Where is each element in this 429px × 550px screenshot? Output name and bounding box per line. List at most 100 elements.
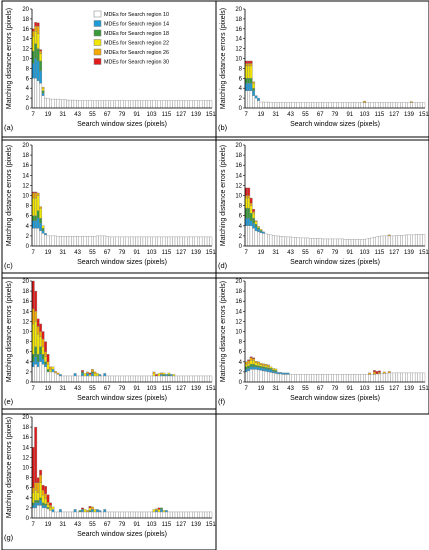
bar-segment — [382, 235, 386, 247]
x-tick-label: 7 — [32, 112, 36, 118]
bar-segment — [34, 290, 38, 312]
bar-segment — [91, 509, 94, 513]
bar-segment — [377, 370, 381, 373]
bar-segment — [123, 511, 126, 519]
x-tick-label: 91 — [133, 386, 140, 392]
bar-segment — [269, 372, 273, 383]
bar-segment — [81, 371, 84, 374]
bar-segment — [58, 99, 62, 109]
bar-segment — [88, 375, 92, 383]
y-tick-label: 8 — [26, 204, 30, 210]
bar-segment — [340, 238, 344, 247]
y-tick-label: 14 — [235, 173, 242, 179]
bar-segment — [36, 318, 40, 327]
bar-segment — [348, 239, 352, 247]
bar-segment — [36, 218, 40, 229]
x-tick-label: 79 — [119, 250, 126, 256]
bar-segment — [147, 511, 151, 519]
x-tick-label: 31 — [272, 112, 279, 118]
y-tick-label: 18 — [22, 289, 29, 295]
bar-segment — [169, 511, 173, 519]
x-tick-label: 67 — [104, 386, 111, 392]
bar-segment — [187, 511, 190, 519]
bar-segment — [66, 236, 70, 247]
y-tick-label: 10 — [22, 57, 29, 63]
bar-segment — [162, 510, 166, 513]
bar-segment — [160, 374, 163, 377]
bar-segment — [267, 367, 270, 370]
bar-segment — [177, 375, 181, 383]
bar-segment — [387, 235, 391, 247]
bar-segment — [152, 373, 156, 377]
bar-segment — [49, 369, 52, 373]
bar-segment — [108, 100, 112, 109]
bar-segment — [91, 371, 94, 374]
bar-segment — [387, 371, 391, 374]
x-tick-label: 43 — [74, 250, 81, 256]
y-axis-title: Matching distance errors (pixels) — [6, 8, 13, 109]
bar-segment — [247, 225, 251, 247]
bar-segment — [71, 236, 75, 247]
bar-segment — [68, 236, 72, 247]
x-tick-label: 103 — [360, 112, 371, 118]
bar-segment — [81, 373, 84, 377]
bar-segment — [105, 511, 109, 519]
x-tick-label: 127 — [176, 250, 187, 256]
y-tick-label: 10 — [22, 330, 29, 336]
chart-panel: 0 2 4 6 8 10 12 14 16 18 20 Matching distance error… — [1, 272, 217, 415]
bar-segment — [254, 366, 258, 370]
bar-segment — [41, 507, 45, 519]
bar-segment — [267, 371, 270, 383]
bar-segment — [49, 505, 52, 509]
bar-segment — [274, 235, 278, 247]
y-tick-label: 2 — [26, 370, 30, 376]
bar-segment — [402, 235, 406, 247]
legend-swatch — [93, 58, 102, 65]
x-tick-label: 115 — [162, 522, 172, 528]
bar-segment — [108, 511, 112, 519]
bar-segment — [86, 511, 89, 519]
bar-segment — [169, 374, 173, 377]
y-tick-label: 2 — [239, 96, 243, 102]
y-tick-label: 14 — [22, 37, 29, 43]
bar-segment — [95, 511, 99, 519]
bar-segment — [269, 368, 273, 371]
bar-segment — [249, 90, 253, 109]
bar-segment — [34, 311, 38, 322]
bar-segment — [385, 373, 389, 383]
bar-segment — [306, 374, 310, 383]
bar-segment — [182, 375, 186, 383]
bar-segment — [63, 511, 67, 519]
y-tick-label: 6 — [239, 214, 243, 220]
bar-segment — [204, 511, 208, 519]
panel-label: (e) — [4, 397, 14, 406]
bar-segment — [189, 375, 193, 383]
x-tick-label: 67 — [317, 386, 324, 392]
bar-segment — [164, 374, 168, 377]
bar-segment — [132, 375, 136, 383]
bar-segment — [350, 239, 354, 247]
bar-segment — [267, 366, 270, 369]
bar-segment — [41, 346, 45, 355]
bar-segment — [252, 369, 256, 383]
bar-segment — [252, 208, 256, 212]
bar-segment — [254, 220, 258, 222]
bar-segment — [83, 373, 87, 377]
bar-segment — [385, 235, 389, 247]
bar-segment — [98, 100, 102, 109]
bar-segment — [81, 236, 84, 247]
y-tick-label: 20 — [235, 7, 242, 13]
bar-segment — [152, 509, 156, 513]
bar-segment — [247, 60, 251, 64]
panel-frame — [215, 272, 429, 415]
bar-segment — [66, 375, 70, 383]
bar-segment — [343, 239, 347, 247]
panel-frame — [1, 408, 217, 550]
bar-segment — [44, 364, 47, 368]
y-tick-label: 18 — [235, 17, 242, 23]
bar-segment — [142, 100, 146, 109]
bar-segment — [274, 102, 278, 109]
bar-segment — [267, 234, 270, 247]
bar-segment — [83, 375, 87, 383]
bar-segment — [387, 372, 391, 383]
